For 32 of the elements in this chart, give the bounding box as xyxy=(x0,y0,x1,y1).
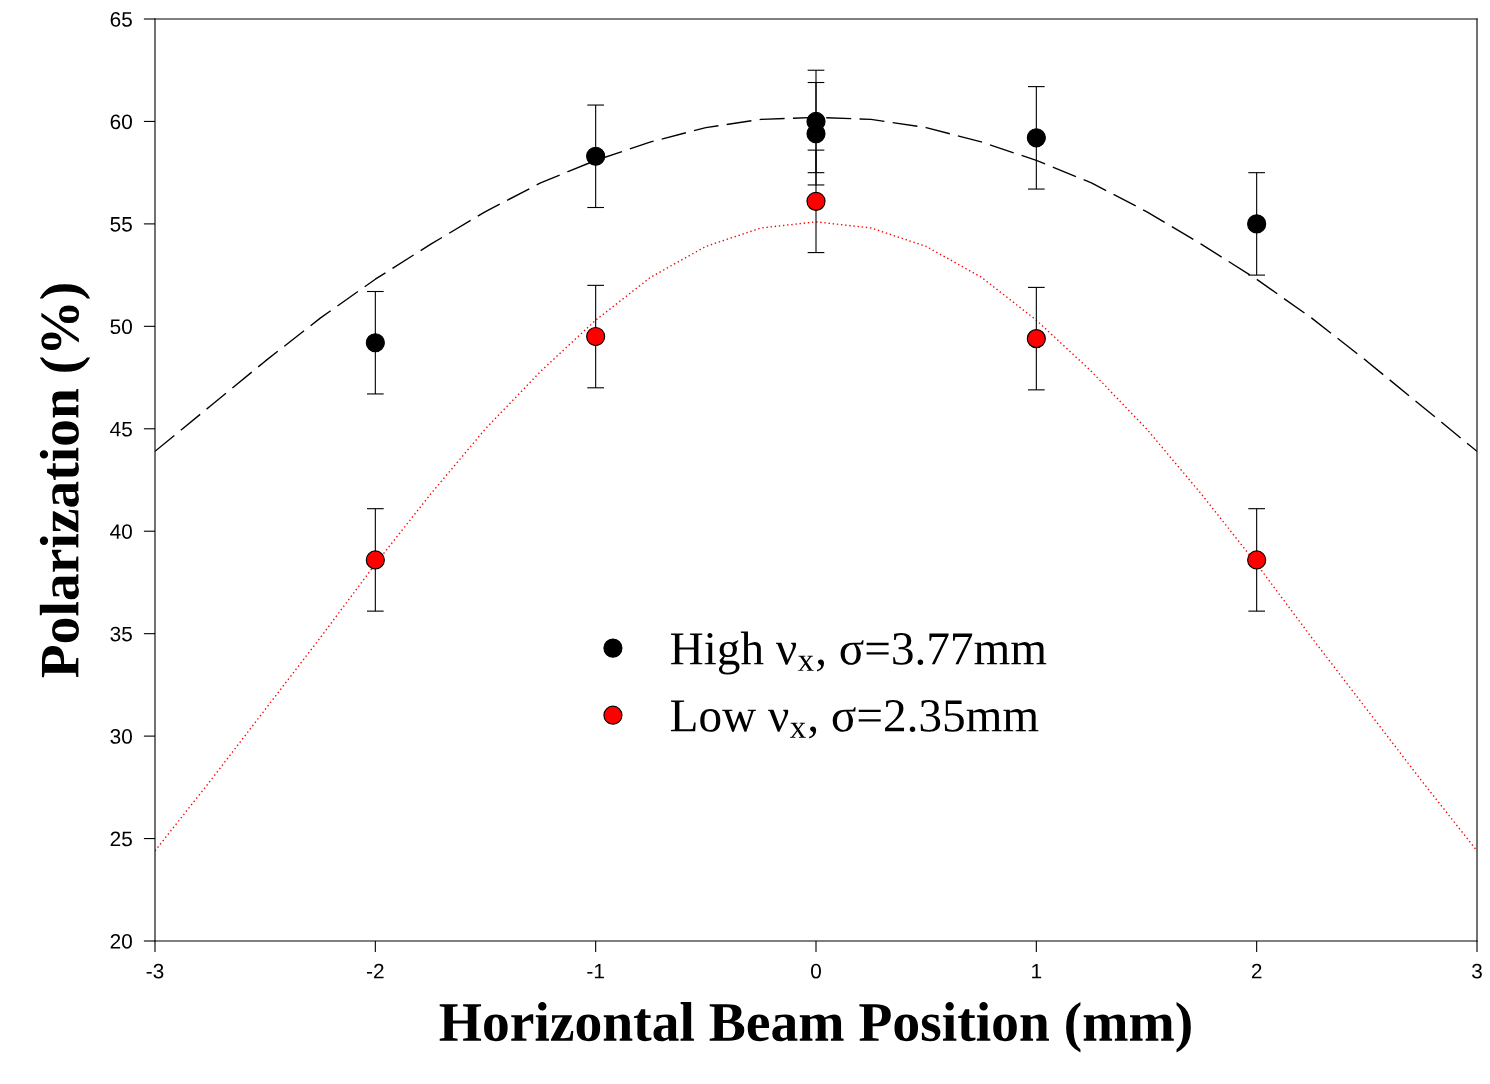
legend-label: Low ν$_{x}$, σ=2.35mm xyxy=(670,700,1039,739)
point xyxy=(806,191,826,211)
y-tick-label: 30 xyxy=(110,729,132,744)
point xyxy=(586,146,606,166)
legend-label: High ν$_{x}$, σ=3.77mm xyxy=(670,631,1047,675)
point xyxy=(365,333,385,353)
y-axis-title: Polarization (%) xyxy=(39,284,91,678)
y-tick-label: 55 xyxy=(110,217,132,232)
point xyxy=(1026,128,1046,148)
x-tick-label: -3 xyxy=(146,963,164,979)
y-tick-label: 40 xyxy=(110,524,132,539)
y-tick-label: 20 xyxy=(110,934,132,949)
y-tick-label: 65 xyxy=(110,12,132,27)
y-tick-label: 25 xyxy=(110,831,132,847)
point xyxy=(586,326,606,347)
x-tick-label: 1 xyxy=(1032,963,1042,979)
x-tick-label: -2 xyxy=(367,963,384,979)
y-tick-label: 60 xyxy=(110,114,132,130)
y-tick-label: 35 xyxy=(110,626,132,642)
x-axis-title: Horizontal Beam Position (mm) xyxy=(439,1002,1191,1053)
x-tick-label: 0 xyxy=(811,963,821,979)
x-tick-label: -1 xyxy=(587,963,604,979)
point xyxy=(1247,550,1267,570)
line-series xyxy=(155,221,1477,852)
y-tick-label: 45 xyxy=(110,421,132,437)
point xyxy=(1247,214,1267,234)
point xyxy=(365,550,385,570)
x-tick-label: 3 xyxy=(1472,963,1482,979)
point xyxy=(806,124,826,144)
y-tick-label: 50 xyxy=(110,319,132,335)
x-tick-label: 2 xyxy=(1251,963,1262,979)
point xyxy=(1026,329,1046,349)
